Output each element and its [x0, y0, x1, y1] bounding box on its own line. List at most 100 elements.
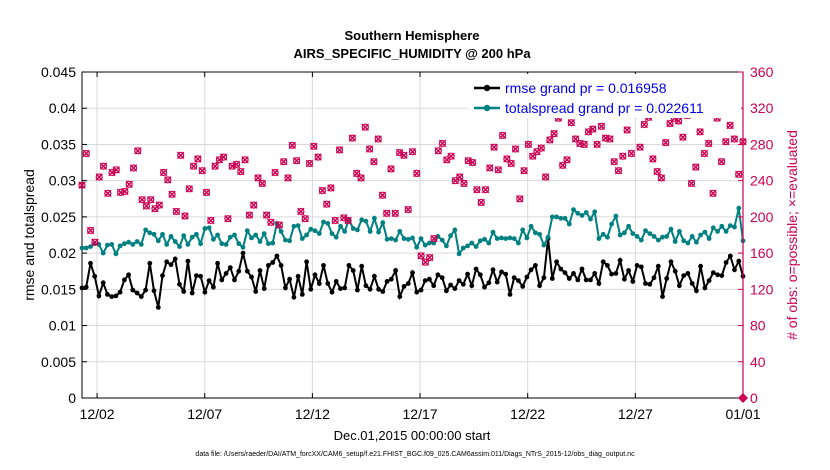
obs-evaluated-marker [241, 156, 249, 164]
totalspread-point [655, 237, 661, 243]
obs-possible-marker [344, 216, 352, 225]
obs-possible-marker [735, 170, 743, 178]
totalspread-point [634, 234, 640, 239]
obs-evaluated-marker [426, 253, 434, 262]
obs-evaluated-marker [104, 189, 112, 197]
rmse-point [346, 263, 352, 268]
rmse-point [460, 281, 466, 287]
obs-evaluated-marker [177, 151, 185, 159]
legend-rmse-marker [483, 84, 491, 92]
totalspread-point [558, 215, 564, 221]
rmse-point [418, 287, 424, 293]
totalspread-point [444, 243, 449, 249]
rmse-point [465, 271, 470, 277]
obs-possible-marker [327, 184, 335, 192]
totalspread-point [600, 231, 606, 237]
obs-possible-marker [181, 212, 189, 220]
obs-possible-marker [443, 156, 451, 164]
obs-evaluated-marker [297, 207, 305, 216]
legend-spread-marker [483, 104, 491, 112]
obs-possible-marker [138, 196, 146, 204]
y-axis-label-right: # of obs: o=possible; ×=evaluated [784, 130, 800, 340]
legend-box [468, 74, 741, 118]
y-tick-label-left: 0.03 [49, 173, 76, 189]
obs-evaluated-marker [387, 165, 395, 173]
obs-evaluated-marker [370, 158, 378, 166]
y-tick-label-right: 320 [750, 100, 774, 116]
rmse-point [524, 274, 530, 280]
rmse-point [100, 280, 106, 286]
rmse-point [732, 267, 737, 273]
y-tick-label-right: 80 [750, 318, 766, 334]
rmse-point [566, 276, 572, 281]
rmse-point [401, 284, 407, 289]
rmse-point [499, 269, 504, 275]
obs-possible-marker [301, 215, 309, 223]
obs-possible-marker [533, 148, 541, 156]
obs-possible-marker [121, 187, 129, 196]
obs-evaluated-marker [340, 214, 348, 222]
totalspread-point [393, 237, 398, 243]
obs-possible-marker [151, 205, 159, 213]
obs-evaluated-marker [679, 133, 687, 141]
obs-evaluated-marker [434, 147, 442, 155]
obs-possible-marker [237, 168, 245, 176]
totalspread-point [270, 240, 276, 246]
totalspread-point [177, 244, 182, 250]
rmse-point [172, 256, 178, 262]
obs-evaluated-marker [597, 122, 606, 130]
rmse-point [647, 281, 653, 287]
obs-possible-marker [391, 209, 399, 217]
rmse-point [367, 286, 373, 292]
obs-possible-marker [125, 180, 133, 188]
totalspread-point [401, 236, 407, 242]
totalspread-point [727, 223, 733, 229]
rmse-point [571, 271, 576, 276]
totalspread-point [482, 236, 487, 242]
rmse-point [490, 267, 496, 273]
obs-evaluated-marker [430, 234, 438, 243]
totalspread-point [638, 237, 644, 243]
totalspread-point [363, 218, 369, 224]
obs-possible-marker [520, 167, 528, 175]
obs-evaluated-marker [82, 149, 90, 158]
rmse-point [380, 289, 386, 294]
rmse-point [83, 284, 89, 290]
rmse-point [706, 278, 712, 283]
totalspread-point [122, 241, 127, 247]
obs-possible-marker [481, 186, 490, 194]
obs-evaluated-marker [134, 147, 142, 155]
totalspread-point [134, 239, 140, 244]
obs-possible-marker [387, 165, 395, 173]
totalspread-point [227, 234, 233, 240]
rmse-point [177, 281, 182, 287]
totalspread-point [486, 240, 492, 246]
obs-possible-marker [610, 158, 618, 166]
totalspread-point [736, 205, 742, 211]
obs-possible-marker [546, 136, 554, 144]
rmse-point [431, 283, 437, 289]
rmse-point [312, 272, 318, 278]
totalspread-point [545, 234, 551, 240]
obs-possible-marker [426, 254, 434, 262]
totalspread-point [355, 227, 360, 233]
obs-possible-marker [378, 191, 387, 199]
totalspread-point [499, 235, 504, 241]
obs-possible-marker [434, 147, 442, 155]
totalspread-point [511, 236, 517, 242]
rmse-point [105, 292, 110, 297]
rmse-point [655, 263, 661, 269]
rmse-point [160, 273, 165, 278]
obs-evaluated-marker [314, 153, 322, 161]
obs-evaluated-marker [674, 117, 683, 125]
rmse-point [88, 260, 93, 266]
obs-possible-marker [224, 215, 232, 223]
rmse-point [393, 268, 398, 273]
obs-possible-marker [258, 179, 266, 187]
obs-possible-marker [722, 138, 730, 146]
obs-evaluated-marker [696, 128, 704, 136]
rmse-point [600, 259, 606, 265]
totalspread-point [194, 231, 199, 237]
obs-possible-marker [726, 121, 734, 130]
obs-evaluated-marker [700, 149, 709, 158]
